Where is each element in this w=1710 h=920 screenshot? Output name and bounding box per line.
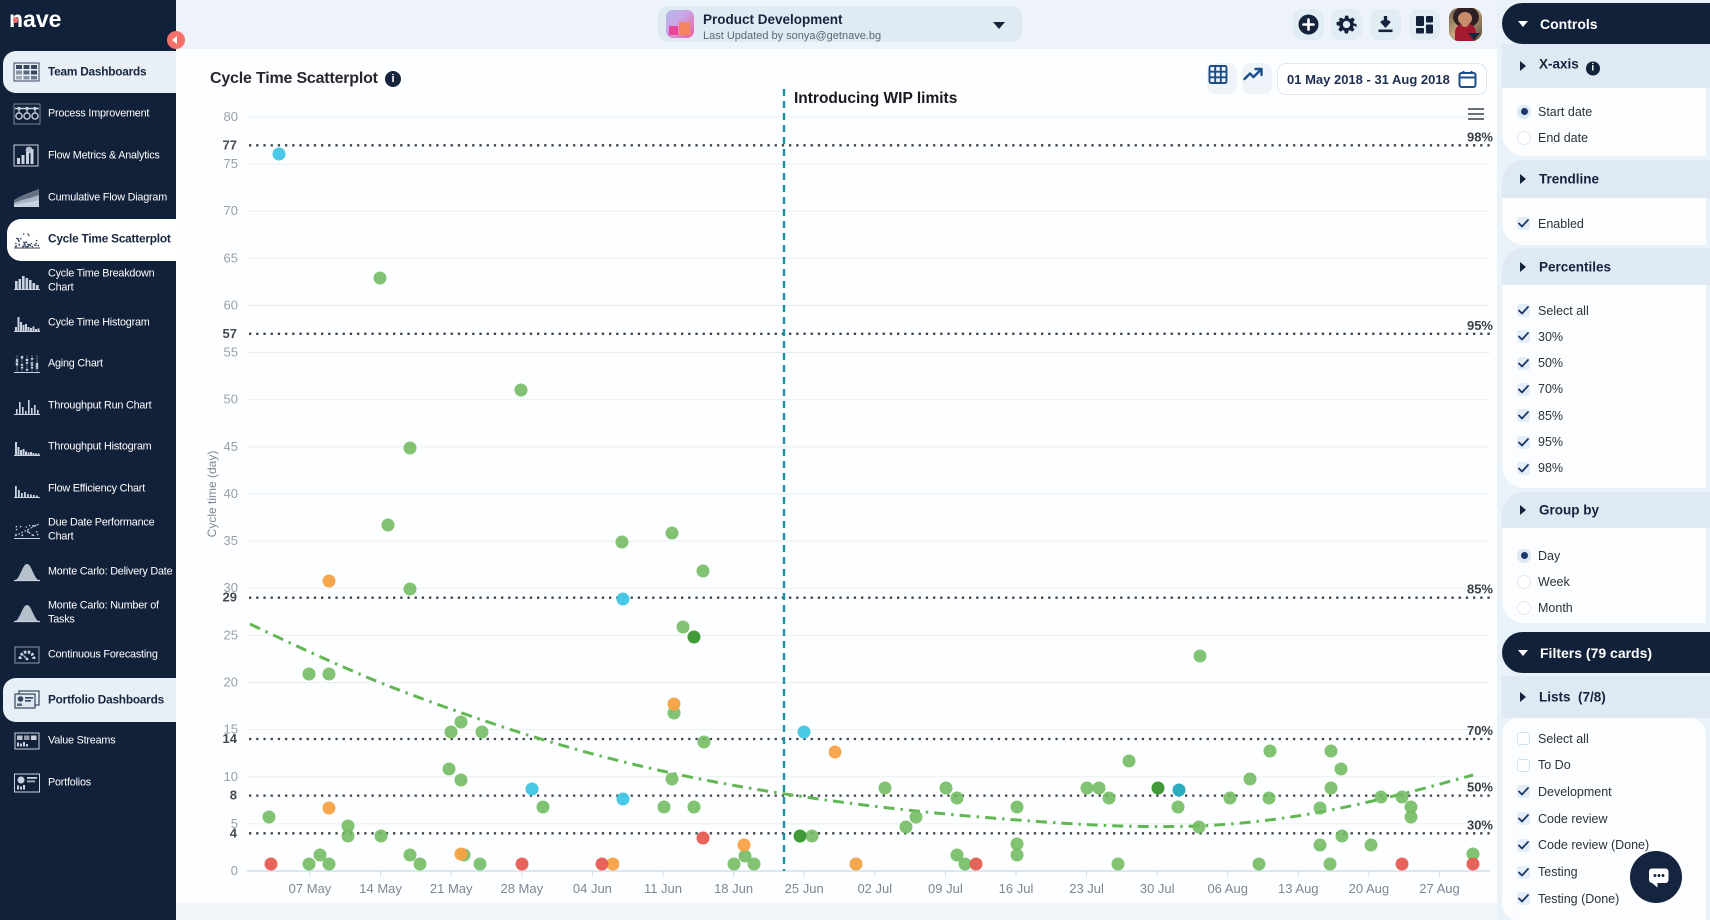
svg-text:0: 0 bbox=[231, 863, 238, 878]
svg-text:5: 5 bbox=[231, 816, 238, 831]
svg-text:60: 60 bbox=[224, 298, 238, 313]
svg-text:Cycle time (day): Cycle time (day) bbox=[205, 451, 219, 538]
svg-text:40: 40 bbox=[224, 486, 238, 501]
svg-text:20 Aug: 20 Aug bbox=[1349, 881, 1390, 896]
svg-text:75: 75 bbox=[224, 156, 238, 171]
svg-text:15: 15 bbox=[224, 722, 238, 737]
svg-text:50%: 50% bbox=[1467, 780, 1493, 795]
svg-text:02 Jul: 02 Jul bbox=[857, 881, 892, 896]
svg-text:20: 20 bbox=[224, 675, 238, 690]
svg-text:21 May: 21 May bbox=[430, 881, 473, 896]
svg-text:16 Jul: 16 Jul bbox=[999, 881, 1034, 896]
svg-text:04 Jun: 04 Jun bbox=[573, 881, 612, 896]
svg-text:25: 25 bbox=[224, 627, 238, 642]
svg-text:30: 30 bbox=[224, 580, 238, 595]
svg-text:06 Aug: 06 Aug bbox=[1207, 881, 1248, 896]
svg-text:27 Aug: 27 Aug bbox=[1419, 881, 1460, 896]
svg-text:13 Aug: 13 Aug bbox=[1278, 881, 1319, 896]
svg-text:4: 4 bbox=[230, 825, 238, 840]
svg-text:80: 80 bbox=[224, 109, 238, 124]
svg-text:18 Jun: 18 Jun bbox=[714, 881, 753, 896]
svg-text:30%: 30% bbox=[1467, 817, 1493, 832]
svg-text:09 Jul: 09 Jul bbox=[928, 881, 963, 896]
svg-text:25 Jun: 25 Jun bbox=[785, 881, 824, 896]
svg-text:65: 65 bbox=[224, 250, 238, 265]
svg-text:10: 10 bbox=[224, 769, 238, 784]
svg-text:95%: 95% bbox=[1467, 318, 1493, 333]
svg-text:70%: 70% bbox=[1467, 723, 1493, 738]
svg-text:Introducing WIP limits: Introducing WIP limits bbox=[794, 90, 957, 107]
svg-text:14: 14 bbox=[223, 731, 238, 746]
svg-text:30 Jul: 30 Jul bbox=[1140, 881, 1175, 896]
svg-text:14 May: 14 May bbox=[359, 881, 402, 896]
svg-text:45: 45 bbox=[224, 439, 238, 454]
svg-text:07 May: 07 May bbox=[289, 881, 332, 896]
svg-text:23 Jul: 23 Jul bbox=[1069, 881, 1104, 896]
svg-text:11 Jun: 11 Jun bbox=[644, 881, 682, 896]
svg-text:28 May: 28 May bbox=[500, 881, 543, 896]
svg-text:98%: 98% bbox=[1467, 129, 1493, 144]
svg-text:55: 55 bbox=[224, 345, 238, 360]
svg-text:29: 29 bbox=[223, 590, 237, 605]
svg-text:50: 50 bbox=[224, 392, 238, 407]
svg-text:70: 70 bbox=[224, 203, 238, 218]
svg-text:85%: 85% bbox=[1467, 582, 1493, 597]
svg-text:8: 8 bbox=[230, 788, 237, 803]
svg-text:77: 77 bbox=[223, 137, 237, 152]
svg-text:35: 35 bbox=[224, 533, 238, 548]
svg-text:57: 57 bbox=[223, 326, 237, 341]
